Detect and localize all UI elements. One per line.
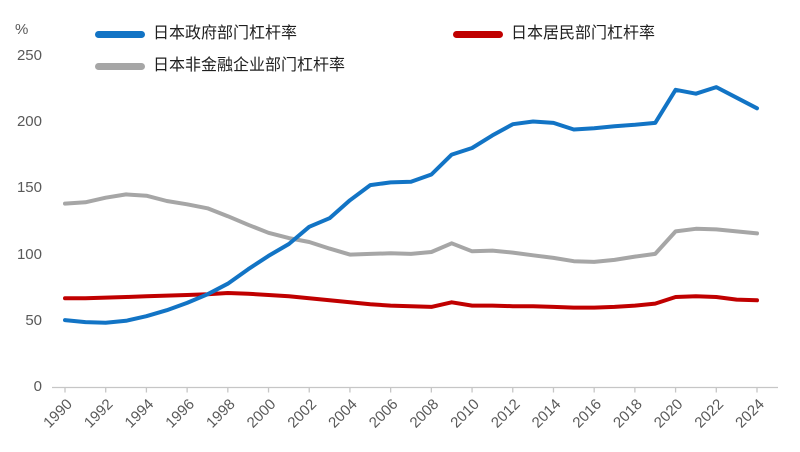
legend-item-government: 日本政府部门杠杆率: [95, 24, 297, 44]
x-tick-label-1994: 1994: [122, 396, 158, 432]
x-tick-label-2020: 2020: [651, 396, 687, 432]
series-line-corporate: [63, 192, 759, 264]
y-tick-label-150: 150: [16, 179, 42, 197]
y-tick-label-0: 0: [33, 378, 42, 395]
x-tick-label-2024: 2024: [732, 396, 768, 432]
legend-marker-corporate: [95, 62, 145, 70]
y-tick-label-100: 100: [16, 245, 42, 263]
x-tick-label-2010: 2010: [447, 396, 483, 432]
legend-marker-government: [95, 30, 145, 38]
y-tick-label-250: 250: [16, 47, 42, 64]
x-tick-label-2014: 2014: [529, 396, 565, 432]
legend-label-corporate: 日本非金融企业部门杠杆率: [153, 57, 346, 74]
y-axis-unit-label: %: [15, 21, 29, 38]
y-tick-label-200: 200: [16, 113, 42, 131]
series-line-government: [63, 85, 759, 325]
x-tick-label-2004: 2004: [325, 396, 361, 432]
x-tick-label-1990: 1990: [40, 396, 76, 432]
legend-label-household: 日本居民部门杠杆率: [511, 25, 656, 42]
y-tick-label-50: 50: [25, 311, 42, 329]
x-tick-label-2008: 2008: [407, 396, 443, 432]
x-tick-label-2016: 2016: [569, 396, 605, 432]
series-line-household: [63, 291, 759, 310]
x-tick-label-2000: 2000: [244, 396, 280, 432]
legend-item-corporate: 日本非金融企业部门杠杆率: [95, 56, 345, 76]
x-tick-label-1992: 1992: [81, 396, 117, 432]
x-tick-label-2022: 2022: [692, 396, 728, 432]
legend-marker-household: [453, 30, 503, 38]
x-tick-label-2018: 2018: [610, 396, 646, 432]
x-tick-label-1998: 1998: [203, 396, 239, 432]
x-tick-label-2006: 2006: [366, 396, 402, 432]
x-tick-label-2002: 2002: [284, 396, 320, 432]
legend-item-household: 日本居民部门杠杆率: [453, 24, 655, 44]
legend-label-government: 日本政府部门杠杆率: [153, 25, 298, 42]
x-tick-label-1996: 1996: [162, 396, 198, 432]
x-tick-label-2012: 2012: [488, 396, 524, 432]
